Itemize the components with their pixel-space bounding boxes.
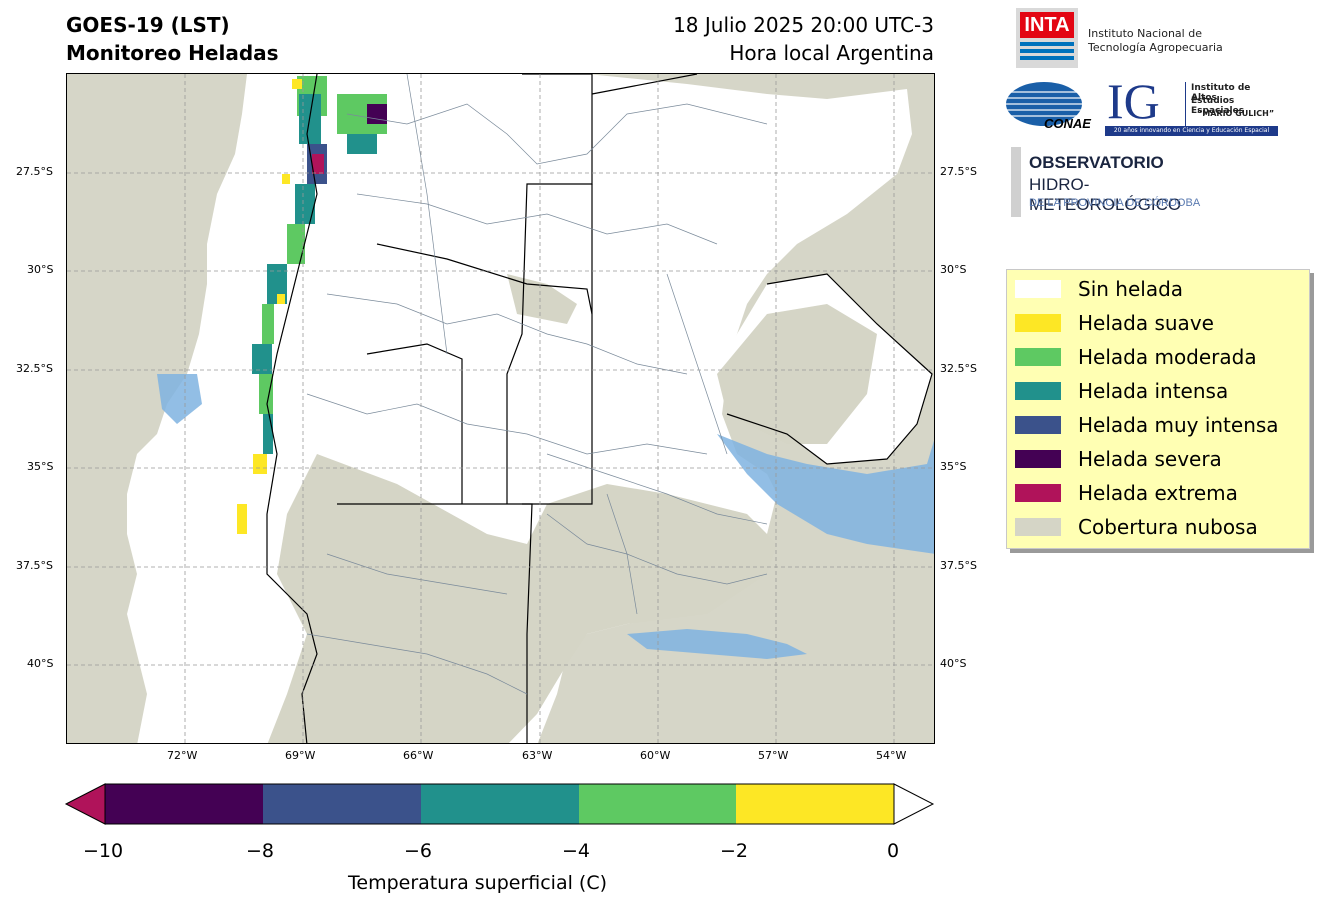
observatorio-text-3: DE LA PROVINCIA DE CÓRDOBA: [1029, 197, 1201, 209]
colorbar-tick-1: −10: [83, 840, 124, 862]
lon-tick-5: 60°W: [640, 749, 671, 762]
dept-lines: [306, 74, 768, 695]
observatorio-logo: OBSERVATORIO HIDRO-METEOROLÓGICO DE LA P…: [1011, 147, 1241, 217]
lon-tick-6: 57°W: [758, 749, 789, 762]
lon-tick-2: 69°W: [285, 749, 316, 762]
colorbar-seg-2: [263, 784, 421, 824]
lat-tick-left-5: 37.5°S: [16, 559, 53, 572]
water-south: [627, 629, 807, 659]
title-line-2: Monitoreo Heladas: [66, 41, 279, 65]
water-west: [157, 374, 202, 424]
legend-swatch: [1015, 348, 1061, 366]
date-line-2: Hora local Argentina: [729, 41, 934, 65]
date-line-1: 18 Julio 2025 20:00 UTC-3: [673, 13, 934, 37]
colorbar-over-arrow: [893, 783, 935, 825]
ig-logo: IG Instituto de Altos Estudios Espaciale…: [1105, 74, 1278, 136]
observatorio-text-2: HIDRO-METEOROLÓGICO: [1029, 175, 1182, 214]
boundaries: [266, 74, 933, 743]
legend: Sin helada Helada suave Helada moderada …: [1006, 269, 1310, 549]
cloud-south: [267, 454, 777, 743]
colorbar-seg-4: [579, 784, 736, 824]
lat-tick-right-5: 37.5°S: [940, 559, 977, 572]
colorbar-tick-4: −4: [562, 840, 591, 862]
observatorio-text-1: OBSERVATORIO: [1029, 153, 1164, 172]
title-line-1: GOES-19 (LST): [66, 13, 230, 37]
cloud-north: [507, 274, 577, 324]
lat-tick-left-2: 30°S: [27, 263, 54, 276]
colorbar-tick-3: −6: [404, 840, 433, 862]
lon-tick-4: 63°W: [522, 749, 553, 762]
lat-tick-left-4: 35°S: [27, 460, 54, 473]
colorbar-seg-5: [736, 784, 894, 824]
legend-label: Sin helada: [1078, 277, 1184, 301]
legend-swatch: [1015, 484, 1061, 502]
ig-text-3: “MARIO GULICH”: [1197, 109, 1275, 118]
map-frame: [66, 73, 935, 744]
colorbar-label: Temperatura superficial (C): [348, 872, 608, 894]
inta-logo-mark: INTA: [1020, 12, 1074, 38]
ig-text-2: Estudios Espaciales: [1191, 96, 1245, 116]
conae-logo-mark: CONAE: [1044, 116, 1091, 131]
lon-tick-1: 72°W: [167, 749, 198, 762]
inta-logo: INTA: [1016, 8, 1078, 68]
lat-tick-left-3: 32.5°S: [16, 362, 53, 375]
ig-tagline: 20 años innovando en Ciencia y Educación…: [1105, 126, 1278, 136]
ig-logo-mark: IG: [1107, 73, 1160, 129]
legend-label: Helada extrema: [1078, 481, 1238, 505]
colorbar-seg-1: [105, 784, 263, 824]
ig-text-1: Instituto de Altos: [1191, 83, 1251, 103]
inta-text-1: Instituto Nacional de: [1088, 27, 1202, 40]
map-svg: [67, 74, 934, 743]
cloud-uruguay: [717, 304, 877, 444]
legend-swatch: [1015, 314, 1061, 332]
colorbar-tick-6: 0: [887, 840, 900, 862]
legend-label: Helada moderada: [1078, 345, 1257, 369]
lat-tick-left-1: 27.5°S: [16, 165, 53, 178]
lat-tick-right-3: 32.5°S: [940, 362, 977, 375]
colorbar-under-arrow: [64, 783, 106, 825]
legend-label: Helada suave: [1078, 311, 1214, 335]
lat-tick-left-6: 40°S: [27, 657, 54, 670]
legend-swatch: [1015, 382, 1061, 400]
legend-swatch: [1015, 518, 1061, 536]
legend-label: Helada intensa: [1078, 379, 1229, 403]
lon-tick-7: 54°W: [876, 749, 907, 762]
lat-tick-right-4: 35°S: [940, 460, 967, 473]
lon-tick-3: 66°W: [403, 749, 434, 762]
conae-logo: CONAE: [1004, 80, 1091, 132]
rio-de-la-plata: [717, 434, 934, 554]
legend-label: Helada severa: [1078, 447, 1222, 471]
lat-tick-right-6: 40°S: [940, 657, 967, 670]
legend-label: Helada muy intensa: [1078, 413, 1279, 437]
colorbar-seg-3: [421, 784, 579, 824]
legend-label: Cobertura nubosa: [1078, 515, 1258, 539]
legend-swatch: [1015, 416, 1061, 434]
colorbar-tick-2: −8: [246, 840, 275, 862]
inta-text-2: Tecnología Agropecuaria: [1088, 41, 1223, 54]
chile-land: [127, 74, 317, 743]
frost-andes: [237, 76, 387, 534]
legend-swatch: [1015, 280, 1061, 298]
colorbar-tick-5: −2: [720, 840, 749, 862]
colorbar: [64, 783, 935, 825]
legend-swatch: [1015, 450, 1061, 468]
lat-tick-right-1: 27.5°S: [940, 165, 977, 178]
graticule: [67, 74, 934, 743]
lat-tick-right-2: 30°S: [940, 263, 967, 276]
